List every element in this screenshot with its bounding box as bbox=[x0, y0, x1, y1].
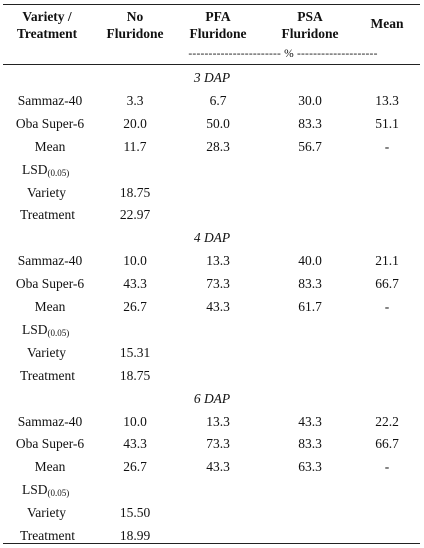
lsd-text: LSD bbox=[22, 321, 48, 337]
mean-value: 66.7 bbox=[375, 276, 399, 292]
header-no-line2: Fluridone bbox=[106, 25, 164, 41]
treatment-lsd-value: 22.97 bbox=[119, 207, 151, 223]
psa-fluridone-value: 83.3 bbox=[298, 436, 322, 452]
header-no-line1: No bbox=[126, 9, 144, 24]
mean-value: 21.1 bbox=[375, 253, 399, 269]
mean-value: - bbox=[384, 299, 390, 314]
psa-fluridone-value: 63.3 bbox=[298, 459, 322, 475]
pfa-fluridone-value: 13.3 bbox=[206, 253, 230, 269]
section-title: 4 DAP bbox=[193, 230, 231, 246]
row-label: Oba Super-6 bbox=[15, 115, 85, 131]
psa-fluridone-value: 61.7 bbox=[298, 299, 322, 314]
treatment-label: Treatment bbox=[20, 528, 75, 543]
pfa-fluridone-value: 6.7 bbox=[209, 92, 227, 108]
no-fluridone-value: 26.7 bbox=[123, 299, 147, 314]
section-title: 3 DAP bbox=[193, 70, 231, 85]
table-top-rule bbox=[3, 4, 420, 5]
no-fluridone-value: 20.0 bbox=[123, 115, 147, 131]
no-fluridone-value: 10.0 bbox=[123, 413, 147, 429]
header-variety-line2: Treatment bbox=[16, 25, 78, 41]
row-label: Sammaz-40 bbox=[17, 413, 83, 429]
no-fluridone-value: 43.3 bbox=[123, 436, 147, 452]
mean-value: - bbox=[384, 138, 390, 154]
mean-value: 51.1 bbox=[375, 115, 399, 131]
treatment-label: Treatment bbox=[20, 207, 75, 223]
header-psa-line1: PSA bbox=[297, 9, 323, 24]
psa-fluridone-value: 43.3 bbox=[298, 413, 322, 429]
treatment-lsd-value: 18.75 bbox=[119, 367, 151, 383]
mean-value: 66.7 bbox=[375, 436, 399, 452]
row-label: Sammaz-40 bbox=[17, 253, 83, 269]
lsd-label: LSD(0.05) bbox=[22, 322, 69, 341]
header-bottom-rule bbox=[3, 64, 420, 65]
treatment-lsd-value: 18.99 bbox=[119, 528, 151, 543]
pfa-fluridone-value: 50.0 bbox=[206, 115, 230, 131]
variety-label: Variety bbox=[27, 505, 66, 521]
psa-fluridone-value: 40.0 bbox=[298, 253, 322, 269]
header-variety-line1: Variety / bbox=[22, 9, 72, 24]
mean-value: 13.3 bbox=[375, 92, 399, 108]
header-pfa-line2: Fluridone bbox=[189, 25, 247, 41]
header-variety-treatment: Variety / Treatment bbox=[0, 9, 94, 42]
header-psa-line2: Fluridone bbox=[281, 25, 339, 41]
psa-fluridone-value: 56.7 bbox=[298, 138, 322, 154]
lsd-subscript: (0.05) bbox=[47, 488, 70, 499]
header-pfa-fluridone: PFA Fluridone bbox=[178, 9, 258, 42]
row-label: Mean bbox=[34, 299, 66, 314]
lsd-label: LSD(0.05) bbox=[22, 482, 69, 501]
lsd-subscript: (0.05) bbox=[47, 327, 70, 338]
no-fluridone-value: 3.3 bbox=[126, 92, 144, 108]
psa-fluridone-value: 83.3 bbox=[298, 115, 322, 131]
mean-value: - bbox=[384, 459, 390, 475]
no-fluridone-value: 26.7 bbox=[123, 459, 147, 475]
header-pfa-line1: PFA bbox=[205, 9, 231, 24]
psa-fluridone-value: 83.3 bbox=[298, 276, 322, 292]
psa-fluridone-value: 30.0 bbox=[298, 92, 322, 108]
row-label: Mean bbox=[34, 138, 66, 154]
pfa-fluridone-value: 73.3 bbox=[206, 436, 230, 452]
variety-lsd-value: 15.50 bbox=[119, 505, 151, 521]
variety-lsd-value: 18.75 bbox=[119, 184, 151, 200]
header-mean: Mean bbox=[370, 16, 404, 31]
row-label: Oba Super-6 bbox=[15, 276, 85, 292]
header-percent-unit: ----------------------- % --------------… bbox=[188, 48, 378, 60]
variety-lsd-value: 15.31 bbox=[119, 344, 151, 360]
section-title: 6 DAP bbox=[193, 390, 231, 406]
pfa-fluridone-value: 73.3 bbox=[206, 276, 230, 292]
row-label: Sammaz-40 bbox=[17, 92, 83, 108]
lsd-subscript: (0.05) bbox=[47, 167, 70, 178]
lsd-text: LSD bbox=[22, 482, 48, 498]
variety-label: Variety bbox=[27, 184, 66, 200]
no-fluridone-value: 43.3 bbox=[123, 276, 147, 292]
header-psa-fluridone: PSA Fluridone bbox=[270, 9, 350, 42]
no-fluridone-value: 11.7 bbox=[123, 138, 147, 154]
row-label: Oba Super-6 bbox=[15, 436, 85, 452]
treatment-label: Treatment bbox=[20, 367, 75, 383]
table-bottom-rule bbox=[3, 543, 420, 544]
variety-label: Variety bbox=[27, 344, 66, 360]
no-fluridone-value: 10.0 bbox=[123, 253, 147, 269]
pfa-fluridone-value: 13.3 bbox=[206, 413, 230, 429]
pfa-fluridone-value: 43.3 bbox=[206, 459, 230, 475]
lsd-label: LSD(0.05) bbox=[22, 162, 69, 181]
pfa-fluridone-value: 28.3 bbox=[206, 138, 230, 154]
mean-value: 22.2 bbox=[375, 413, 399, 429]
row-label: Mean bbox=[34, 459, 66, 475]
header-no-fluridone: No Fluridone bbox=[100, 9, 170, 42]
pfa-fluridone-value: 43.3 bbox=[206, 299, 230, 314]
lsd-text: LSD bbox=[22, 161, 48, 177]
